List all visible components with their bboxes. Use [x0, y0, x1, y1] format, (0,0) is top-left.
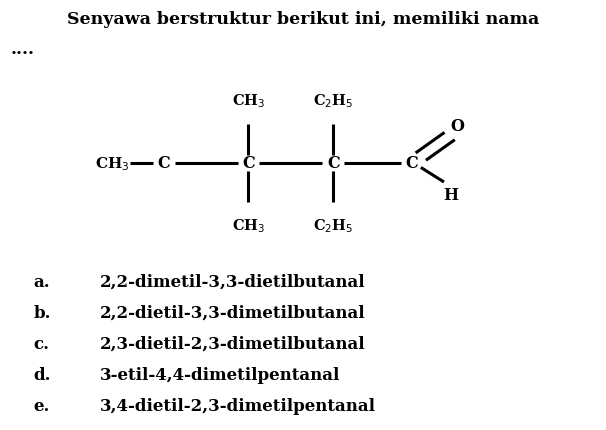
- Text: CH$_3$: CH$_3$: [232, 217, 265, 235]
- Text: C$_2$H$_5$: C$_2$H$_5$: [313, 92, 353, 110]
- Text: CH$_3$: CH$_3$: [95, 154, 130, 172]
- Text: O: O: [450, 117, 464, 135]
- Text: C: C: [157, 155, 170, 172]
- Text: c.: c.: [33, 335, 49, 352]
- Text: C: C: [405, 155, 419, 172]
- Text: ....: ....: [11, 41, 35, 58]
- Text: d.: d.: [33, 366, 51, 383]
- Text: 2,3-dietil-2,3-dimetilbutanal: 2,3-dietil-2,3-dimetilbutanal: [100, 335, 365, 352]
- Text: Senyawa berstruktur berikut ini, memiliki nama: Senyawa berstruktur berikut ini, memilik…: [67, 11, 539, 28]
- Text: CH$_3$: CH$_3$: [232, 92, 265, 110]
- Text: 3-etil-4,4-dimetilpentanal: 3-etil-4,4-dimetilpentanal: [100, 366, 341, 383]
- Text: 2,2-dietil-3,3-dimetilbutanal: 2,2-dietil-3,3-dimetilbutanal: [100, 304, 365, 321]
- Text: e.: e.: [33, 397, 50, 414]
- Text: H: H: [444, 186, 459, 203]
- Text: a.: a.: [33, 273, 50, 290]
- Text: C: C: [327, 155, 340, 172]
- Text: 2,2-dimetil-3,3-dietilbutanal: 2,2-dimetil-3,3-dietilbutanal: [100, 273, 365, 290]
- Text: 3,4-dietil-2,3-dimetilpentanal: 3,4-dietil-2,3-dimetilpentanal: [100, 397, 376, 414]
- Text: C$_2$H$_5$: C$_2$H$_5$: [313, 217, 353, 235]
- Text: b.: b.: [33, 304, 51, 321]
- Text: C: C: [242, 155, 255, 172]
